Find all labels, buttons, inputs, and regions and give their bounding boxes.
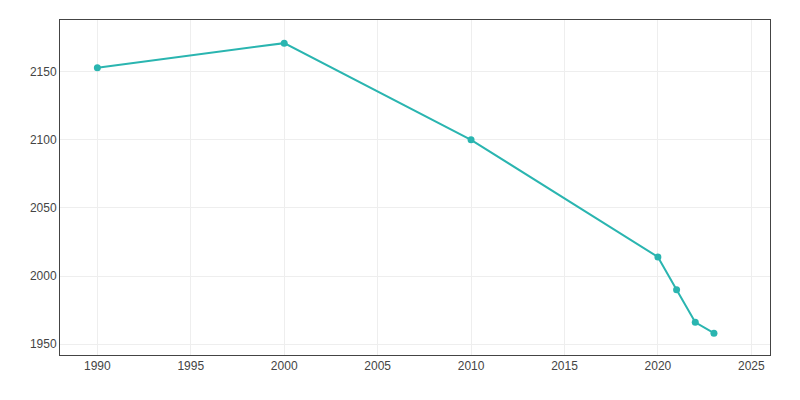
svg-text:2020: 2020 xyxy=(645,359,672,373)
svg-text:2100: 2100 xyxy=(30,133,57,147)
svg-text:2015: 2015 xyxy=(551,359,578,373)
svg-text:2150: 2150 xyxy=(30,65,57,79)
svg-text:1950: 1950 xyxy=(30,337,57,351)
svg-text:1990: 1990 xyxy=(84,359,111,373)
svg-text:2010: 2010 xyxy=(458,359,485,373)
svg-text:2005: 2005 xyxy=(364,359,391,373)
svg-text:2050: 2050 xyxy=(30,201,57,215)
svg-text:2000: 2000 xyxy=(30,269,57,283)
svg-text:1995: 1995 xyxy=(177,359,204,373)
svg-text:2000: 2000 xyxy=(271,359,298,373)
svg-text:2025: 2025 xyxy=(738,359,765,373)
